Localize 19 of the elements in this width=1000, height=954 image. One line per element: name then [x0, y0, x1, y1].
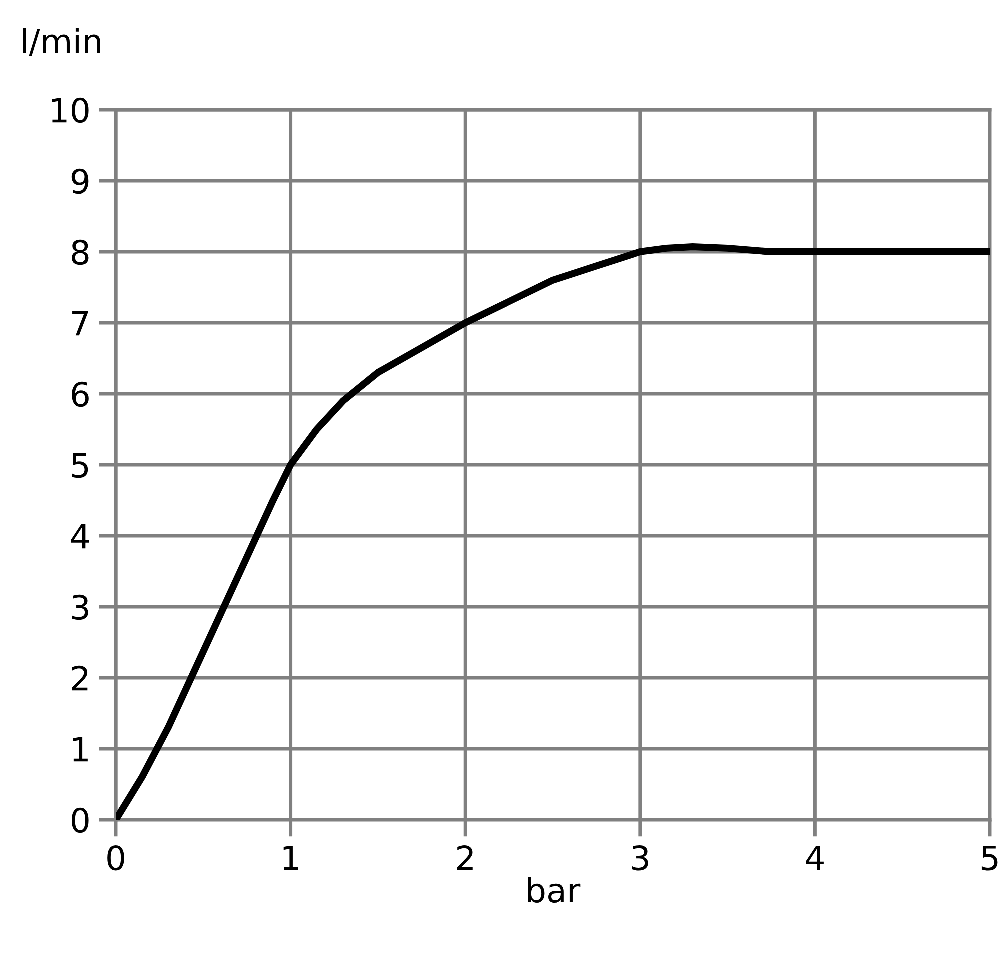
x-axis-title: bar [528, 877, 581, 904]
y-tick-label: 7 [72, 311, 88, 336]
y-tick-label: 9 [72, 168, 89, 194]
y-tick-label: 2 [72, 666, 88, 691]
y-tick-label: 0 [72, 808, 89, 834]
y-axis-title: l/min [23, 28, 100, 56]
x-tick-label: 5 [982, 846, 998, 871]
x-tick-label: 4 [806, 846, 824, 870]
y-tick-label: 6 [72, 382, 89, 408]
y-tick-label: 4 [71, 524, 90, 549]
y-tick-label: 5 [72, 453, 88, 478]
x-tick-label: 0 [108, 846, 124, 871]
y-tick-label: 10 [52, 98, 89, 124]
x-tick-label: 2 [457, 846, 473, 870]
y-tick-label: 3 [72, 594, 88, 620]
x-tick-label: 1 [284, 846, 298, 870]
x-tick-label: 3 [632, 846, 648, 871]
y-tick-label: 1 [73, 737, 88, 762]
y-tick-label: 8 [72, 240, 89, 266]
